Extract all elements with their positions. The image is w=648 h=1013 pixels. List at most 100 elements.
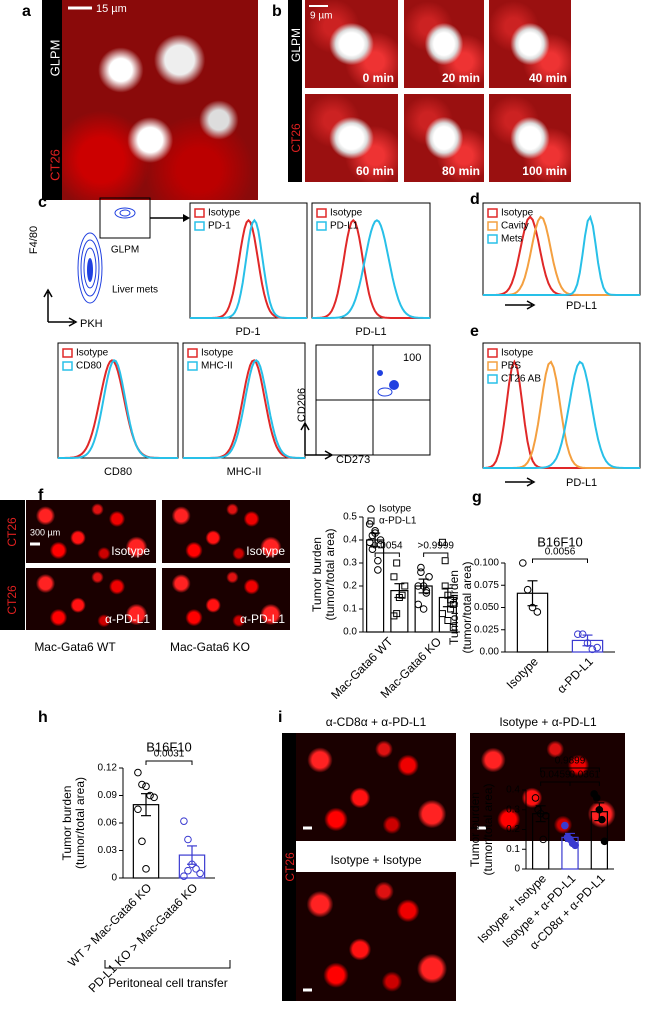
y-tick-label: 0.2	[343, 581, 357, 592]
histogram-curve	[483, 214, 640, 296]
data-point	[598, 815, 606, 824]
data-point	[138, 780, 146, 789]
y-tick-label: 0.3	[343, 558, 357, 569]
significance-bracket	[540, 767, 600, 772]
micrograph	[404, 94, 484, 182]
y-tick-label: 0.4	[343, 535, 357, 546]
panel-letter: b	[272, 3, 282, 20]
micrograph	[162, 500, 290, 563]
data-point	[444, 591, 452, 599]
data-point	[422, 589, 431, 597]
y-tick-label: 0.0	[343, 627, 357, 638]
data-point	[523, 585, 532, 594]
legend-swatch	[62, 361, 73, 371]
contour-plot	[77, 197, 190, 304]
data-point	[371, 529, 379, 537]
p-value: 0.0056	[545, 547, 576, 558]
x-axis-label: PD-L1	[566, 477, 597, 489]
y-axis-label: Tumor burden	[60, 786, 74, 861]
y-tick-label: 0.050	[474, 602, 499, 613]
y-tick-label: 0.00	[480, 647, 500, 658]
significance-bracket	[540, 781, 571, 786]
data-point	[414, 582, 422, 590]
significance-bracket	[569, 781, 600, 786]
panel-letter: f	[38, 487, 44, 504]
panel-letter: c	[38, 194, 47, 211]
p-value: 0.0459	[540, 770, 571, 781]
y-tick-label: 0.12	[98, 763, 118, 774]
axis-arrow	[505, 477, 536, 487]
data-point	[393, 559, 401, 567]
data-point	[376, 540, 385, 549]
data-point	[425, 573, 433, 581]
legend-label: Mets	[501, 234, 523, 245]
x-axis-label: MHC-II	[227, 466, 262, 478]
data-point	[561, 821, 569, 830]
legend-swatch	[187, 361, 198, 371]
plot-frame	[311, 202, 431, 319]
data-point	[196, 869, 204, 878]
quadrant-plot	[300, 344, 431, 460]
data-point	[390, 612, 398, 620]
p-value: 0.0031	[154, 749, 185, 760]
significance-bracket	[532, 558, 588, 563]
data-point	[398, 591, 406, 599]
micrograph	[470, 733, 625, 841]
micrograph	[305, 94, 398, 182]
legend-label: Isotype	[76, 348, 109, 359]
data-point	[542, 811, 550, 820]
bracket	[104, 960, 231, 969]
data-point	[528, 603, 537, 612]
row-label: CT26	[5, 517, 19, 547]
legend-label: Isotype	[379, 504, 412, 515]
legend-label: CT26 AB	[501, 374, 541, 385]
data-point	[401, 582, 409, 590]
plot-frame	[182, 342, 306, 459]
data-point	[192, 865, 200, 873]
panel-letter: a	[22, 3, 31, 20]
data-point	[438, 610, 446, 618]
legend-swatch	[487, 221, 498, 231]
y-tick-label: 0.025	[474, 624, 499, 635]
significance-bracket	[374, 552, 400, 557]
data-point	[390, 573, 398, 581]
data-point	[536, 809, 545, 818]
data-point	[438, 538, 446, 546]
y-tick-label: 0.1	[343, 604, 357, 615]
image-title: Isotype + Isotype	[330, 853, 421, 867]
data-point	[571, 841, 579, 850]
axis-arrows	[43, 288, 78, 327]
data-point	[142, 865, 150, 873]
y-tick-label: 0.03	[98, 845, 118, 856]
scale-label: 9 µm	[310, 11, 332, 22]
y-tick-label: 0	[514, 864, 520, 875]
data-point	[138, 837, 146, 846]
quadrant-value: 100	[403, 352, 421, 364]
row-label: CT26	[5, 585, 19, 615]
time-label: 40 min	[529, 71, 567, 85]
treatment-label: α-PD-L1	[240, 612, 285, 626]
legend-label: Isotype	[208, 208, 241, 219]
histogram-curve	[483, 360, 640, 469]
row-label: GLPM	[47, 40, 62, 77]
data-point	[441, 582, 449, 590]
time-label: 100 min	[522, 164, 567, 178]
x-axis-label: PD-1	[235, 326, 260, 338]
panel-letter: d	[470, 191, 480, 208]
y-axis-label: (tumor/total area)	[460, 561, 474, 653]
scale-label: 15 µm	[96, 3, 127, 15]
data-point	[134, 768, 142, 777]
p-value: 0.9899	[555, 756, 586, 767]
data-point	[146, 791, 154, 800]
image-title: Isotype + α-PD-L1	[499, 715, 597, 729]
legend-swatch	[487, 208, 498, 218]
data-point	[447, 605, 455, 613]
y-tick-label: 0.5	[343, 512, 357, 523]
data-point	[595, 805, 604, 814]
legend-swatch	[187, 348, 198, 358]
footer-label: Peritoneal cell transfer	[108, 976, 227, 990]
treatment-label: α-PD-L1	[105, 612, 150, 626]
x-axis-label: PD-L1	[566, 300, 597, 312]
